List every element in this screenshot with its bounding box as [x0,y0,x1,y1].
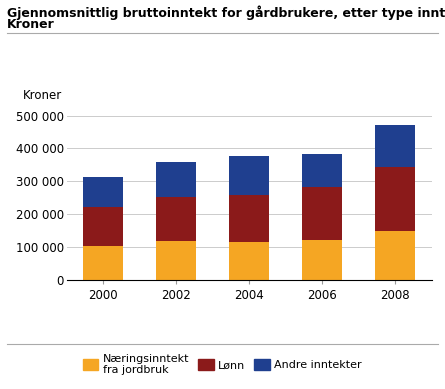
Bar [302,240,342,280]
Text: Gjennomsnittlig bruttoinntekt for gårdbrukere, etter type inntekt.: Gjennomsnittlig bruttoinntekt for gårdbr… [7,6,445,20]
Bar [229,194,269,242]
Bar [229,156,269,194]
Text: Kroner: Kroner [23,89,62,102]
Bar [375,125,415,166]
Bar [156,161,196,198]
Bar [375,166,415,231]
Bar [156,240,196,280]
Bar [83,207,123,245]
Bar [83,245,123,280]
Bar [302,154,342,187]
Bar [83,177,123,207]
Bar [156,198,196,240]
Bar [229,242,269,280]
Bar [375,231,415,280]
Legend: Næringsinntekt
fra jordbruk, Lønn, Andre inntekter: Næringsinntekt fra jordbruk, Lønn, Andre… [78,349,367,380]
Bar [302,187,342,240]
Text: Kroner: Kroner [7,18,54,30]
